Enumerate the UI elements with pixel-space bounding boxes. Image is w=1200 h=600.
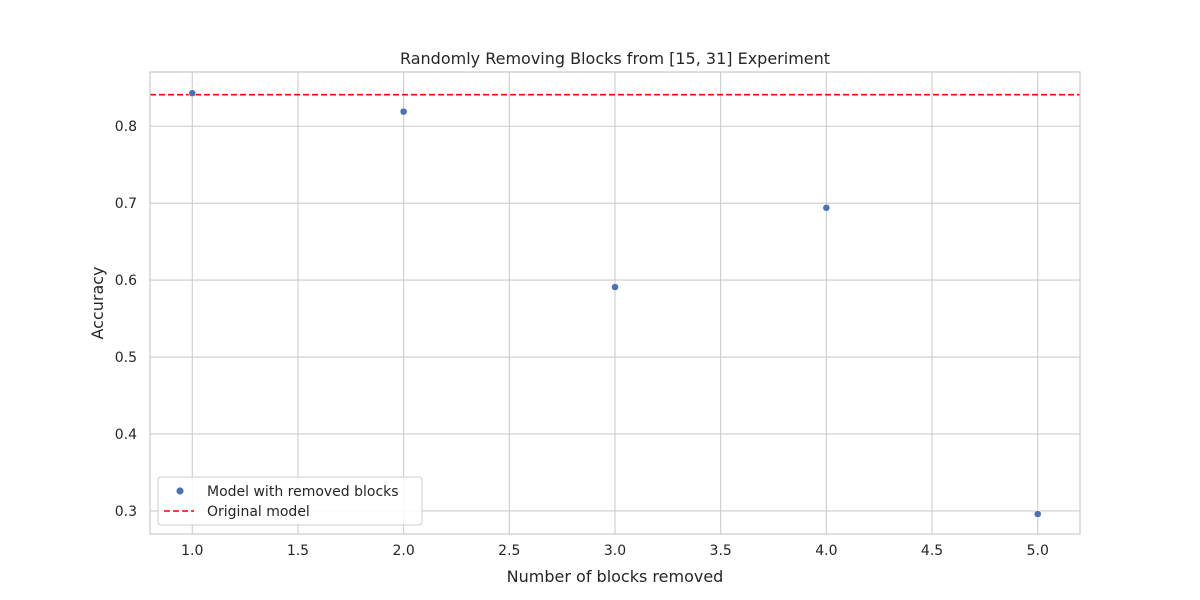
y-tick-labels: 0.3 0.4 0.5 0.6 0.7 0.8: [115, 119, 137, 520]
grid: [150, 72, 1080, 534]
x-tick-label: 2.5: [498, 543, 520, 559]
x-tick-labels: 1.0 1.5 2.0 2.5 3.0 3.5 4.0 4.5 5.0: [181, 543, 1049, 559]
y-tick-label: 0.8: [115, 119, 137, 135]
y-tick-label: 0.6: [115, 273, 137, 289]
legend-label-scatter: Model with removed blocks: [207, 484, 399, 500]
scatter-point: [399, 107, 408, 116]
x-tick-label: 4.5: [921, 543, 943, 559]
data-points: [188, 89, 1042, 518]
y-tick-label: 0.3: [115, 504, 137, 520]
x-tick-label: 3.0: [604, 543, 626, 559]
chart-title: Randomly Removing Blocks from [15, 31] E…: [400, 49, 830, 68]
y-axis-label: Accuracy: [88, 266, 107, 339]
x-tick-label: 1.5: [287, 543, 309, 559]
plot-frame: [149, 71, 1081, 535]
scatter-point: [822, 203, 831, 212]
legend-label-line: Original model: [207, 504, 310, 520]
x-tick-label: 1.0: [181, 543, 203, 559]
y-tick-label: 0.5: [115, 350, 137, 366]
legend-box: [157, 476, 423, 526]
x-tick-label: 4.0: [815, 543, 837, 559]
scatter-point: [188, 89, 197, 98]
y-tick-label: 0.4: [115, 427, 137, 443]
x-axis-label: Number of blocks removed: [507, 567, 724, 586]
scatter-point: [1033, 510, 1042, 518]
x-tick-label: 5.0: [1027, 543, 1049, 559]
legend-marker-scatter: [176, 487, 184, 495]
scatter-point: [611, 283, 619, 291]
legend: Model with removed blocks Original model: [157, 476, 423, 526]
x-tick-label: 2.0: [393, 543, 415, 559]
x-tick-label: 3.5: [710, 543, 732, 559]
y-tick-label: 0.7: [115, 196, 137, 212]
